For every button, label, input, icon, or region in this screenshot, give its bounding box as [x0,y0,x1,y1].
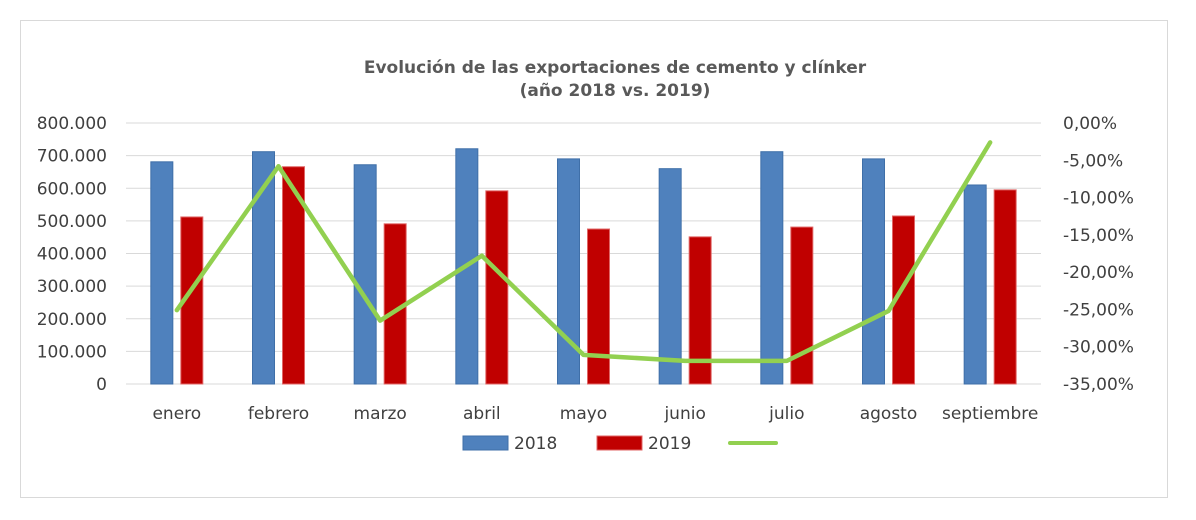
right-tick-label: 0,00% [1063,114,1117,134]
legend: 2018 2019 [462,434,778,454]
line-series [174,140,993,364]
chart-area: Evolución de las exportaciones de cement… [20,20,1168,498]
legend-swatch-2018 [462,435,509,451]
chart-subtitle: (año 2018 vs. 2019) [520,81,711,101]
bar-2018-septiembre [963,184,987,385]
bar-2018-junio [658,168,682,385]
legend-swatch-2019 [596,435,643,451]
category-label: mayo [560,404,607,424]
right-tick-label: -20,00% [1063,263,1134,283]
right-tick-label: -35,00% [1063,375,1134,395]
left-tick-label: 0 [96,375,107,395]
category-label: julio [768,404,804,424]
left-tick-label: 200.000 [37,310,107,330]
category-label: marzo [354,404,407,424]
bar-2018-febrero [252,151,275,385]
left-axis-ticks: 0 100.000 200.000 300.000 400.000 500.000 600.… [37,114,107,395]
bar-2019-junio [688,236,712,385]
bar-2019-abril [485,190,509,385]
right-axis-ticks: -35,00% -30,00% -25,00% -20,00% -15,00% -10,0… [1063,114,1134,395]
legend-label-2019: 2019 [648,434,691,454]
category-label: enero [152,404,201,424]
bar-2018-enero [150,161,174,385]
bar-2018-mayo [557,158,580,385]
chart-title: Evolución de las exportaciones de cement… [364,58,867,78]
category-labels: enero febrero marzo abril mayo junio julio agos… [152,404,1038,424]
bar-2019-enero [180,216,204,385]
left-tick-label: 400.000 [37,245,107,265]
right-tick-label: -15,00% [1063,226,1134,246]
gridlines [126,122,1041,385]
left-tick-label: 100.000 [37,342,107,362]
bar-2019-septiembre [993,189,1017,385]
bar-2018-agosto [862,158,885,385]
category-label: junio [663,404,705,424]
category-label: septiembre [942,404,1038,424]
left-tick-label: 800.000 [37,114,107,134]
left-tick-label: 700.000 [37,147,107,167]
legend-label-2018: 2018 [514,434,557,454]
right-tick-label: -25,00% [1063,300,1134,320]
bar-2018-marzo [353,164,377,385]
combo-chart: Evolución de las exportaciones de cement… [37,58,1134,454]
bar-2019-julio [790,226,814,385]
category-label: abril [463,404,501,424]
bar-2019-mayo [587,228,610,385]
category-label: agosto [860,404,918,424]
right-tick-label: -10,00% [1063,189,1134,209]
left-tick-label: 300.000 [37,277,107,297]
left-tick-label: 600.000 [37,179,107,199]
bar-2018-julio [760,151,784,385]
category-label: febrero [248,404,309,424]
bar-2019-febrero [282,166,305,385]
right-tick-label: -5,00% [1063,151,1123,171]
right-tick-label: -30,00% [1063,338,1134,358]
left-tick-label: 500.000 [37,212,107,232]
bars [150,148,1017,385]
